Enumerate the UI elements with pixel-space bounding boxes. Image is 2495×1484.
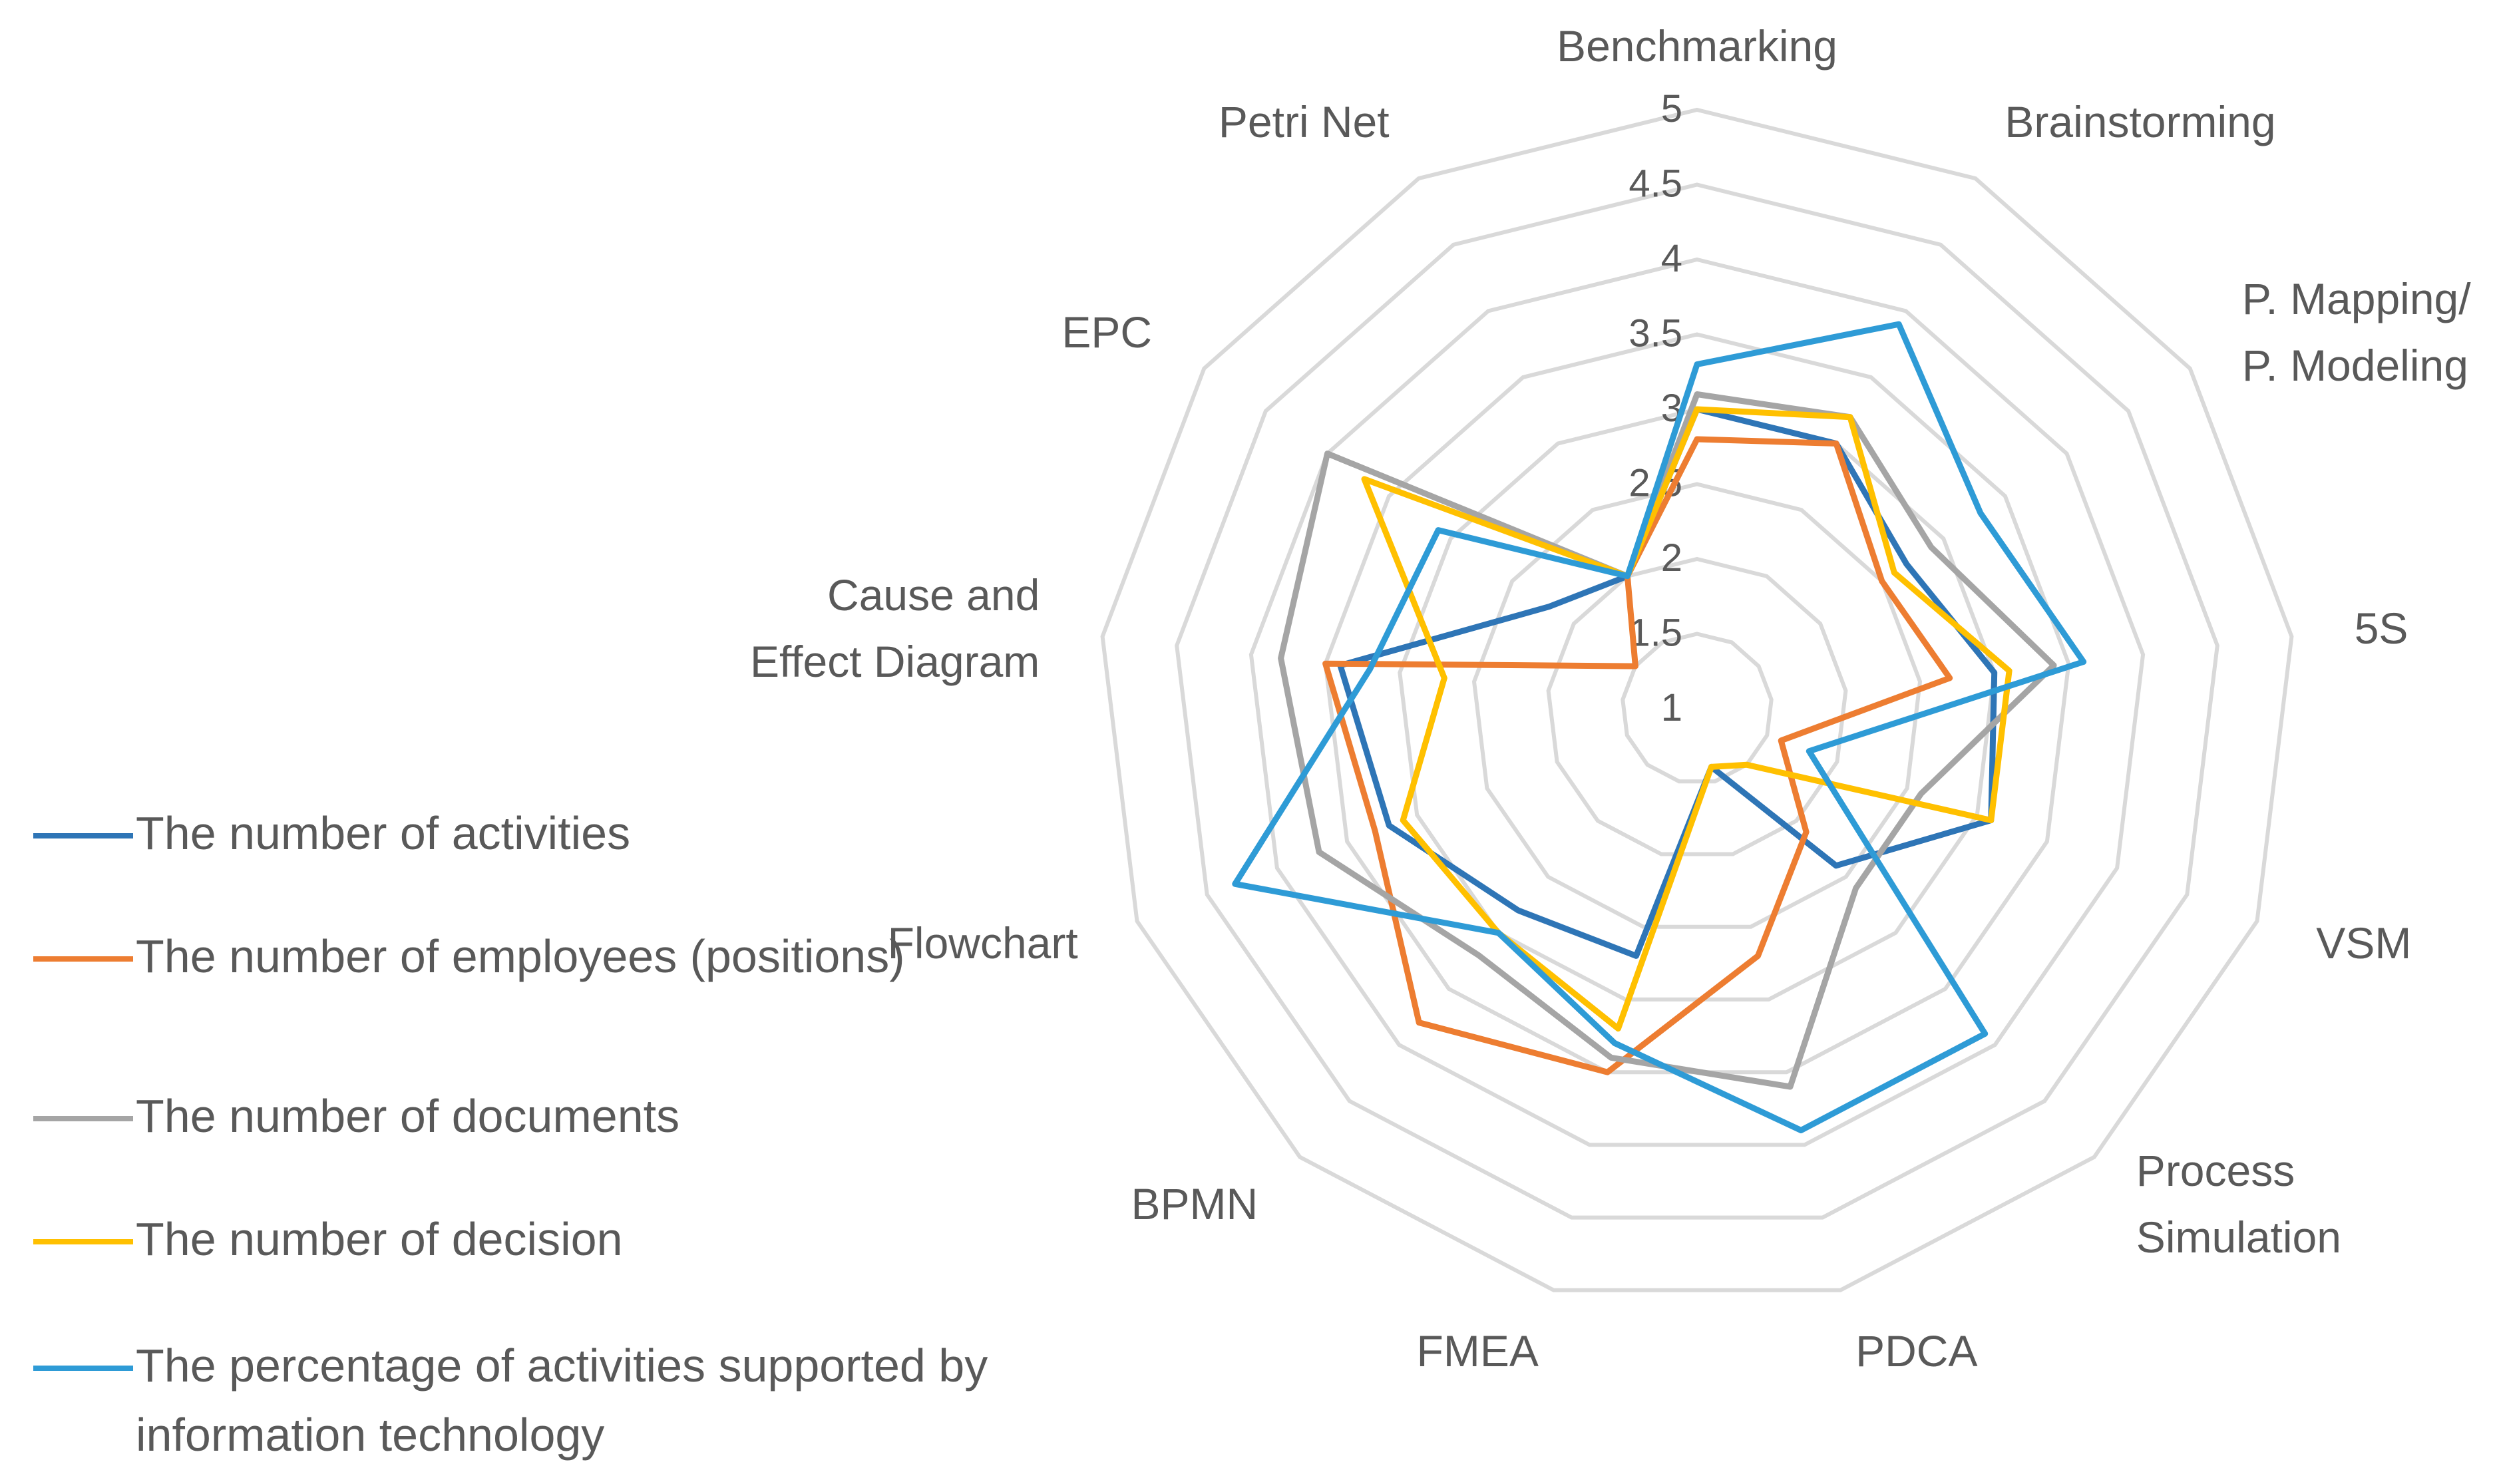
tick-label: 5	[1661, 87, 1682, 130]
legend-label: The number of documents	[136, 1090, 680, 1142]
axis-label: BPMN	[1131, 1179, 1258, 1228]
radial-tick-labels: 11.522.533.544.55	[1629, 87, 1682, 729]
grid-ring	[1175, 182, 2219, 1220]
series-line-2	[1322, 436, 1953, 1075]
grid-ring	[1100, 107, 2294, 1292]
axis-label: P. Mapping/P. Modeling	[2242, 274, 2471, 390]
legend-swatch	[33, 1366, 133, 1371]
axis-label: Benchmarking	[1557, 21, 1837, 71]
axis-label: FMEA	[1417, 1326, 1539, 1376]
axis-labels: Benchmarking Brainstorming P. Mapping/P. M…	[750, 21, 2471, 1376]
series-line-4	[1361, 406, 2013, 1032]
legend-swatch	[33, 833, 133, 838]
grid-ring	[1621, 632, 1774, 784]
legend-item: The number of decision	[33, 1211, 1081, 1274]
radar-grid	[1100, 107, 2294, 1292]
legend-label: The percentage of activities supported b…	[136, 1340, 988, 1461]
tick-label: 4.5	[1629, 162, 1682, 206]
legend-swatch	[33, 1116, 133, 1121]
legend-item: The number of activities	[33, 805, 1081, 868]
legend-label: The number of decision	[136, 1213, 623, 1265]
data-series	[1232, 321, 2087, 1133]
legend-item: The percentage of activities supported b…	[33, 1338, 1081, 1469]
axis-label: Brainstorming	[2005, 97, 2275, 146]
axis-label: 5S	[2355, 604, 2408, 653]
grid-ring	[1471, 482, 1923, 929]
series-line-5	[1232, 321, 2087, 1133]
tick-label: 2	[1661, 536, 1682, 580]
axis-label: EPC	[1061, 307, 1152, 357]
legend-swatch	[33, 1239, 133, 1244]
legend-label: The number of activities	[136, 807, 631, 859]
legend-swatch	[33, 956, 133, 962]
tick-label: 3.5	[1629, 312, 1682, 355]
tick-label: 4	[1661, 237, 1682, 280]
axis-label: PDCA	[1855, 1326, 1977, 1376]
tick-label: 1.5	[1629, 612, 1682, 655]
axis-label: Flowchart	[888, 918, 1078, 968]
series-line-1	[1337, 406, 1998, 959]
grid-ring	[1546, 556, 1848, 856]
axis-label: Cause and Effect Diagram	[750, 570, 1040, 686]
legend-item: The number of employees (positions)	[33, 928, 1081, 991]
axis-label: Process Simulation	[2136, 1146, 2341, 1262]
axis-label: Petri Net	[1219, 97, 1390, 146]
tick-label: 1	[1661, 686, 1682, 729]
legend-item: The number of documents	[33, 1088, 1081, 1151]
axis-label: VSM	[2316, 918, 2411, 968]
legend-label: The number of employees (positions)	[136, 930, 905, 982]
series-line-3	[1278, 391, 2057, 1090]
grid-ring	[1248, 257, 2146, 1147]
